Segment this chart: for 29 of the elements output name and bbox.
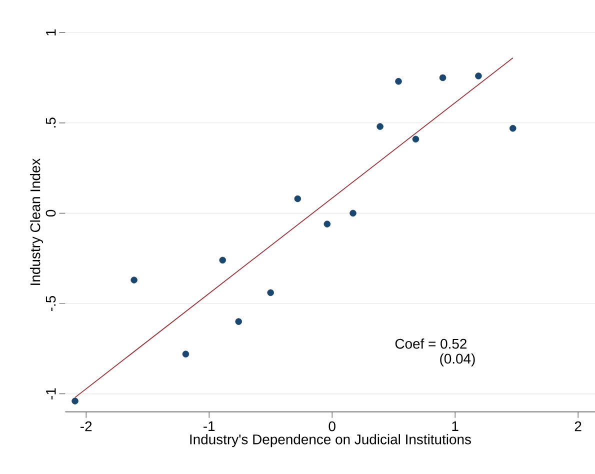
y-tick-label: -.5 bbox=[46, 296, 56, 312]
point bbox=[219, 256, 226, 264]
annotation: Coef = 0.52 bbox=[395, 338, 467, 349]
x-axis-title: Industry's Dependence on Judicial Institutions bbox=[190, 434, 471, 448]
point bbox=[324, 220, 331, 228]
point bbox=[475, 72, 482, 80]
point bbox=[376, 123, 384, 130]
point bbox=[439, 74, 446, 82]
point bbox=[294, 195, 302, 202]
y-axis-title: Industry Clean Index bbox=[30, 158, 43, 285]
point bbox=[72, 398, 78, 404]
x-tick-label: 1 bbox=[452, 421, 458, 431]
point bbox=[182, 350, 190, 358]
point bbox=[412, 136, 420, 143]
y-tick-label: .5 bbox=[46, 118, 56, 128]
y-tick-label: 1 bbox=[46, 29, 56, 36]
x-tick-label: 2 bbox=[574, 421, 582, 432]
annotation: (0.04) bbox=[440, 353, 475, 366]
y-tick-label: 0 bbox=[46, 210, 56, 217]
point bbox=[267, 289, 274, 296]
x-tick-label: 0 bbox=[328, 421, 336, 432]
point bbox=[510, 124, 516, 132]
point bbox=[130, 276, 138, 284]
point bbox=[395, 78, 402, 85]
point bbox=[350, 210, 356, 217]
y-tick-label: -1 bbox=[46, 388, 56, 400]
x-tick-label: -1 bbox=[204, 421, 215, 431]
x-tick-label: -2 bbox=[80, 421, 92, 432]
point bbox=[235, 318, 242, 325]
